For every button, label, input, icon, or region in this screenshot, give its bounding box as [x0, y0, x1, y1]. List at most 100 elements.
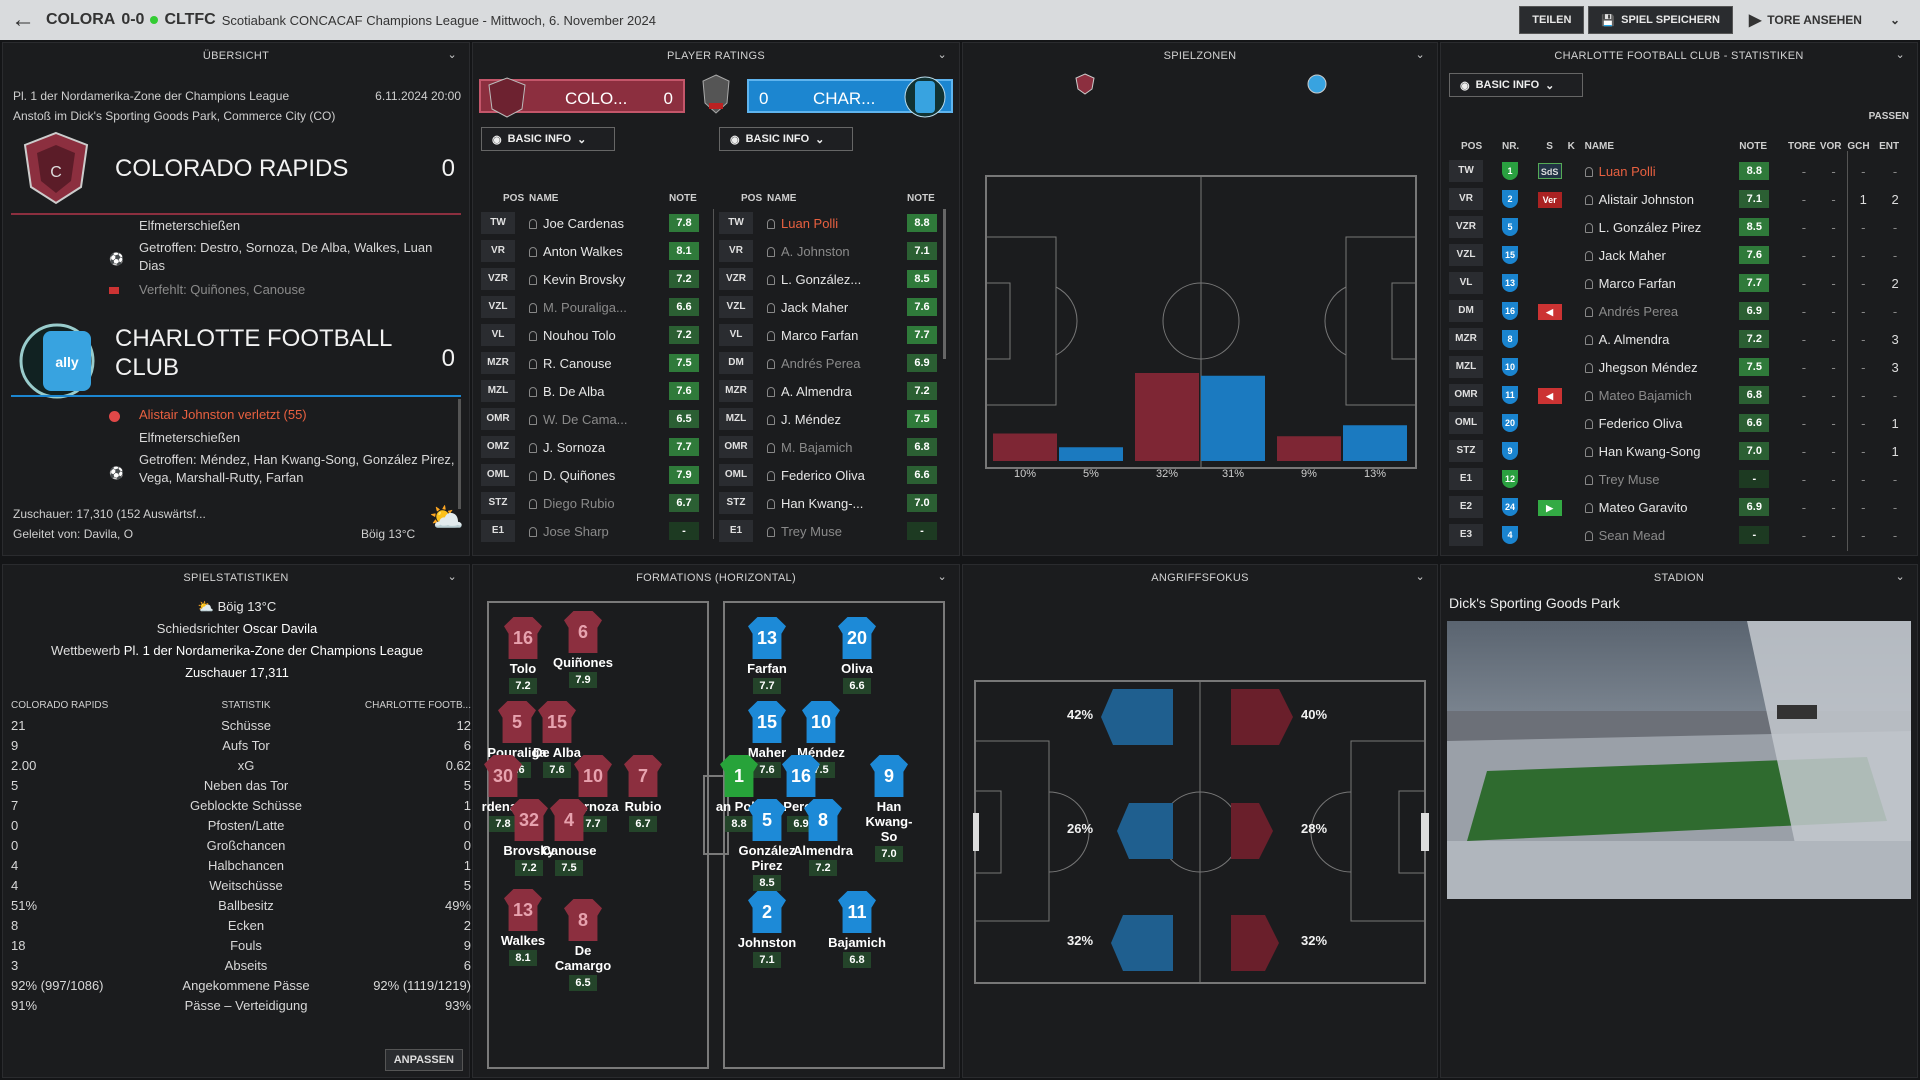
player-name[interactable]: Mateo Bajamich [1598, 387, 1692, 403]
rating-row[interactable]: E1 Trey Muse - [719, 517, 947, 545]
rating-row[interactable]: E1 Jose Sharp - [481, 517, 709, 545]
player-name[interactable]: Mateo Garavito [1598, 499, 1688, 515]
formation-player[interactable]: 7 Rubio 6.7 [613, 755, 673, 832]
rating-row[interactable]: VL Nouhou Tolo 7.2 [481, 321, 709, 349]
player-name[interactable]: W. De Cama... [543, 411, 628, 427]
table-row[interactable]: OML 20 Federico Oliva 6.6 - - - 1 [1449, 409, 1911, 437]
chevron-down-icon[interactable]: ⌄ [447, 49, 457, 61]
formation-player[interactable]: 13 Farfan 7.7 [737, 617, 797, 694]
player-name[interactable]: Marco Farfan [1598, 275, 1676, 291]
formation-player[interactable]: 20 Oliva 6.6 [827, 617, 887, 694]
player-name[interactable]: Jack Maher [781, 299, 849, 315]
save-match-button[interactable]: 💾 SPIEL SPEICHERN [1588, 6, 1733, 34]
watch-goals-button[interactable]: ▶ TORE ANSEHEN [1737, 6, 1874, 34]
chevron-down-icon[interactable]: ⌄ [937, 49, 947, 61]
clt-basic-info-dropdown[interactable]: ◉ BASIC INFO ⌄ [1449, 73, 1583, 97]
adjust-button[interactable]: ANPASSEN [384, 1049, 463, 1071]
formation-player[interactable]: 8 De Camargo 6.5 [553, 899, 613, 991]
share-button[interactable]: TEILEN [1519, 6, 1585, 34]
chevron-down-icon[interactable]: ⌄ [1895, 571, 1905, 583]
table-row[interactable]: OMR 11 ◀ Mateo Bajamich 6.8 - - - - [1449, 381, 1911, 409]
player-name[interactable]: Jose Sharp [543, 523, 609, 539]
away-basic-info-dropdown[interactable]: ◉ BASIC INFO ⌄ [719, 127, 853, 151]
player-name[interactable]: A. Almendra [1598, 331, 1670, 347]
player-name[interactable]: Luan Polli [781, 215, 839, 231]
player-name[interactable]: Han Kwang-Song [1598, 443, 1701, 459]
player-name[interactable]: Anton Walkes [543, 243, 623, 259]
formation-player[interactable]: 15 De Alba 7.6 [527, 701, 587, 778]
formation-player[interactable]: 11 Bajamich 6.8 [827, 891, 887, 968]
table-row[interactable]: VZL 15 Jack Maher 7.6 - - - - [1449, 241, 1911, 269]
rating-row[interactable]: DM Andrés Perea 6.9 [719, 349, 947, 377]
player-name[interactable]: Trey Muse [781, 523, 842, 539]
table-row[interactable]: E2 24 ▶ Mateo Garavito 6.9 - - - - [1449, 493, 1911, 521]
rating-row[interactable]: MZL B. De Alba 7.6 [481, 377, 709, 405]
player-name[interactable]: B. De Alba [543, 383, 605, 399]
table-row[interactable]: VZR 5 L. González Pirez 8.5 - - - - [1449, 213, 1911, 241]
formation-player[interactable]: 1 an Polli 8.8 [709, 755, 769, 832]
table-row[interactable]: STZ 9 Han Kwang-Song 7.0 - - - 1 [1449, 437, 1911, 465]
home-basic-info-dropdown[interactable]: ◉ BASIC INFO ⌄ [481, 127, 615, 151]
formation-player[interactable]: 2 Johnston 7.1 [737, 891, 797, 968]
player-name[interactable]: Kevin Brovsky [543, 271, 626, 287]
table-row[interactable]: VR 2 Ver Alistair Johnston 7.1 - - 1 2 [1449, 185, 1911, 213]
rating-row[interactable]: TW Joe Cardenas 7.8 [481, 209, 709, 237]
rating-row[interactable]: VR A. Johnston 7.1 [719, 237, 947, 265]
player-name[interactable]: Han Kwang-... [781, 495, 864, 511]
formation-player[interactable]: 9 Han Kwang-So 7.0 [859, 755, 919, 862]
rating-row[interactable]: OML Federico Oliva 6.6 [719, 461, 947, 489]
rating-row[interactable]: VR Anton Walkes 8.1 [481, 237, 709, 265]
formation-player[interactable]: 4 Canouse 7.5 [539, 799, 599, 876]
player-name[interactable]: J. Sornoza [543, 439, 606, 455]
rating-row[interactable]: STZ Diego Rubio 6.7 [481, 489, 709, 517]
player-name[interactable]: Nouhou Tolo [543, 327, 616, 343]
rating-row[interactable]: OML D. Quiñones 7.9 [481, 461, 709, 489]
chevron-down-icon[interactable]: ⌄ [1415, 571, 1425, 583]
scrollbar[interactable] [458, 399, 461, 509]
player-name[interactable]: Diego Rubio [543, 495, 615, 511]
player-name[interactable]: Luan Polli [1598, 163, 1656, 179]
rating-row[interactable]: VZR L. González... 8.5 [719, 265, 947, 293]
formation-player[interactable]: 16 Tolo 7.2 [493, 617, 553, 694]
player-name[interactable]: A. Johnston [781, 243, 850, 259]
player-name[interactable]: Sean Mead [1598, 527, 1666, 543]
rating-row[interactable]: TW Luan Polli 8.8 [719, 209, 947, 237]
player-name[interactable]: J. Méndez [781, 411, 841, 427]
table-row[interactable]: E1 12 Trey Muse - - - - - [1449, 465, 1911, 493]
player-name[interactable]: Jack Maher [1598, 247, 1666, 263]
player-name[interactable]: Joe Cardenas [543, 215, 624, 231]
rating-row[interactable]: VZR Kevin Brovsky 7.2 [481, 265, 709, 293]
rating-row[interactable]: VZL Jack Maher 7.6 [719, 293, 947, 321]
player-name[interactable]: M. Bajamich [781, 439, 853, 455]
player-name[interactable]: M. Pouraliga... [543, 299, 627, 315]
player-name[interactable]: L. González Pirez [1598, 219, 1702, 235]
player-name[interactable]: Trey Muse [1598, 471, 1660, 487]
more-menu-chevron-icon[interactable]: ⌄ [1889, 13, 1900, 27]
player-name[interactable]: Marco Farfan [781, 327, 859, 343]
chevron-down-icon[interactable]: ⌄ [937, 571, 947, 583]
player-name[interactable]: A. Almendra [781, 383, 852, 399]
rating-row[interactable]: MZR R. Canouse 7.5 [481, 349, 709, 377]
table-row[interactable]: E3 4 Sean Mead - - - - - [1449, 521, 1911, 549]
chevron-down-icon[interactable]: ⌄ [1895, 49, 1905, 61]
rating-row[interactable]: MZR A. Almendra 7.2 [719, 377, 947, 405]
formation-player[interactable]: 15 Maher 7.6 [737, 701, 797, 778]
chevron-down-icon[interactable]: ⌄ [1415, 49, 1425, 61]
rating-row[interactable]: VL Marco Farfan 7.7 [719, 321, 947, 349]
rating-row[interactable]: OMZ J. Sornoza 7.7 [481, 433, 709, 461]
formation-player[interactable]: 6 Quiñones 7.9 [553, 611, 613, 688]
player-name[interactable]: Andrés Perea [1598, 303, 1679, 319]
player-name[interactable]: Andrés Perea [781, 355, 861, 371]
table-row[interactable]: MZR 8 A. Almendra 7.2 - - - 3 [1449, 325, 1911, 353]
table-row[interactable]: TW 1 SdS Luan Polli 8.8 - - - - [1449, 157, 1911, 185]
player-name[interactable]: Federico Oliva [1598, 415, 1683, 431]
player-name[interactable]: L. González... [781, 271, 862, 287]
table-row[interactable]: VL 13 Marco Farfan 7.7 - - - 2 [1449, 269, 1911, 297]
scrollbar[interactable] [943, 209, 946, 359]
player-name[interactable]: Alistair Johnston [1598, 191, 1694, 207]
player-name[interactable]: Federico Oliva [781, 467, 865, 483]
table-row[interactable]: DM 16 ◀ Andrés Perea 6.9 - - - - [1449, 297, 1911, 325]
formation-player[interactable]: 13 Walkes 8.1 [493, 889, 553, 966]
rating-row[interactable]: MZL J. Méndez 7.5 [719, 405, 947, 433]
rating-row[interactable]: OMR M. Bajamich 6.8 [719, 433, 947, 461]
